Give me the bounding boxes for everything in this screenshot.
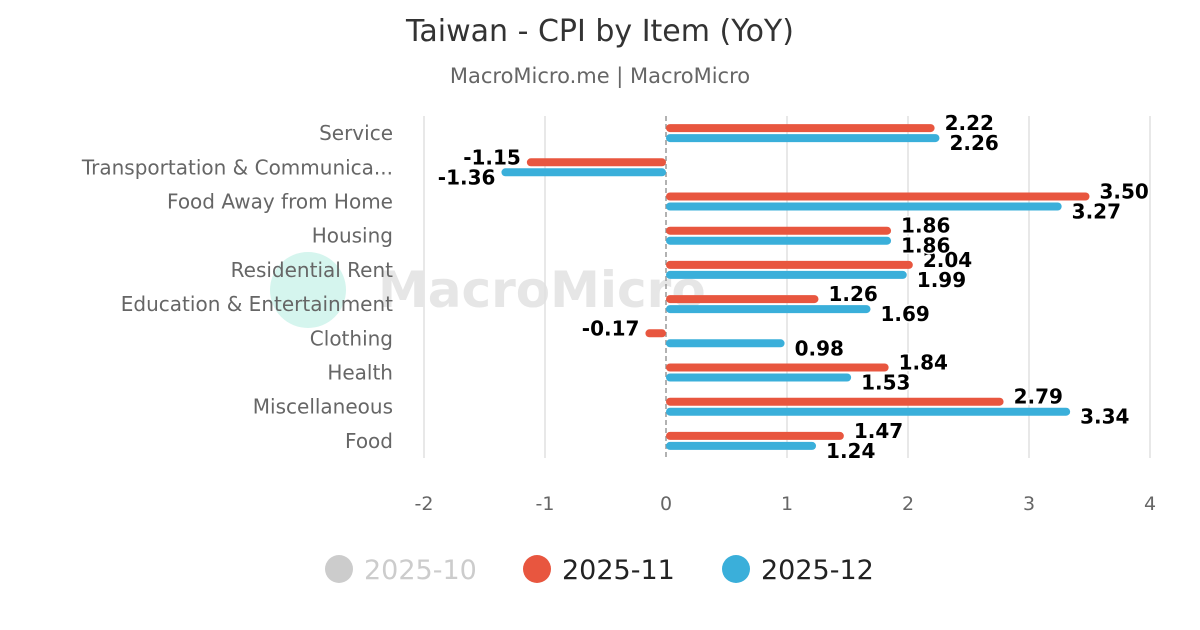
x-tick-label: 2: [902, 493, 914, 515]
data-label: 2.04: [923, 248, 972, 272]
data-label: -1.15: [463, 145, 521, 169]
bar-2025-11: [666, 295, 819, 304]
bar-2025-11: [666, 260, 913, 269]
data-label: 1.53: [861, 371, 910, 395]
chart-title: Taiwan - CPI by Item (YoY): [406, 14, 794, 49]
bar-2025-12: [666, 407, 1071, 416]
chart-subtitle: MacroMicro.me | MacroMicro: [449, 64, 751, 88]
bar-2025-11: [666, 192, 1090, 201]
data-label: 1.84: [899, 351, 948, 375]
data-label: -1.36: [438, 165, 496, 189]
bar-2025-11: [666, 124, 935, 133]
bar-2025-11: [666, 431, 844, 440]
data-label: 2.79: [1014, 385, 1063, 409]
category-label: Transportation & Communica...: [81, 155, 393, 179]
watermark-text: MacroMicro: [378, 261, 706, 319]
bar-2025-12: [666, 270, 907, 279]
legend-marker-icon: [523, 555, 551, 583]
category-label: Clothing: [310, 326, 393, 350]
x-tick-label: -1: [536, 493, 555, 515]
bar-2025-11: [526, 158, 666, 167]
category-label: Food: [345, 429, 393, 453]
legend-item-2025-10[interactable]: 2025-10: [364, 555, 477, 586]
data-label: 1.47: [854, 419, 903, 443]
watermark-logo-icon: [270, 252, 346, 328]
legend-item-2025-11[interactable]: 2025-11: [562, 555, 675, 586]
x-tick-label: 4: [1144, 493, 1156, 515]
legend-marker-icon: [722, 555, 750, 583]
data-label: 1.26: [828, 282, 877, 306]
bar-2025-12: [666, 373, 852, 382]
category-label: Food Away from Home: [167, 190, 393, 214]
data-label: 1.86: [901, 234, 950, 258]
x-tick-label: 3: [1023, 493, 1035, 515]
category-label: Residential Rent: [231, 258, 394, 282]
x-tick-label: -2: [415, 493, 434, 515]
x-tick-label: 1: [781, 493, 793, 515]
legend-item-2025-12[interactable]: 2025-12: [761, 555, 874, 586]
data-label: 3.27: [1072, 200, 1121, 224]
bar-2025-12: [501, 168, 666, 177]
data-label: 2.26: [949, 131, 998, 155]
bar-2025-12: [666, 339, 785, 348]
data-label: 1.99: [917, 268, 966, 292]
bar-2025-12: [666, 202, 1062, 211]
data-label: 3.50: [1100, 180, 1149, 204]
category-label: Miscellaneous: [253, 395, 393, 419]
category-label: Service: [319, 121, 393, 145]
bar-2025-12: [666, 134, 940, 143]
category-label: Health: [327, 361, 393, 385]
bar-2025-11: [666, 226, 892, 235]
data-label: 3.34: [1080, 405, 1129, 429]
bar-2025-11: [666, 363, 889, 372]
bar-2025-12: [666, 441, 817, 450]
bar-2025-11: [666, 397, 1004, 406]
data-label: 1.86: [901, 214, 950, 238]
bar-2025-12: [666, 305, 871, 314]
data-label: -0.17: [582, 316, 640, 340]
data-label: 1.24: [826, 439, 875, 463]
category-label: Education & Entertainment: [121, 292, 393, 316]
x-tick-label: 0: [660, 493, 672, 515]
category-label: Housing: [312, 224, 393, 248]
bar-2025-12: [666, 236, 892, 245]
data-label: 2.22: [945, 111, 994, 135]
data-label: 1.69: [880, 302, 929, 326]
data-label: 0.98: [795, 336, 844, 360]
legend-marker-icon: [325, 555, 353, 583]
bar-2025-11: [645, 329, 666, 338]
